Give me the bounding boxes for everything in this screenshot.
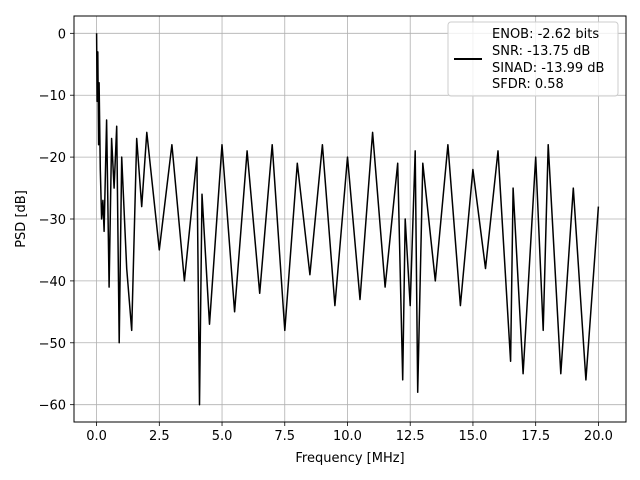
psd-series-line: [95, 33, 600, 406]
y-tick-label: −20: [39, 151, 66, 166]
y-tick-label: −60: [39, 399, 66, 414]
x-tick-label: 7.5: [274, 429, 295, 444]
legend: ENOB: -2.62 bits SNR: -13.75 dB SINAD: -…: [447, 21, 619, 97]
legend-enob: ENOB: -2.62 bits: [492, 27, 599, 42]
y-tick-label: −10: [39, 89, 66, 104]
x-ticks: 0.0 2.5 5.0 7.5 10.0 12.5 15.0 17.5 20.0: [86, 422, 613, 444]
y-tick-label: −50: [39, 337, 66, 352]
legend-sinad: SINAD: -13.99 dB: [492, 61, 604, 76]
y-tick-label: −40: [39, 275, 66, 290]
y-tick-label: −30: [39, 213, 66, 228]
y-tick-label: 0: [58, 27, 66, 42]
legend-box: [447, 21, 619, 97]
x-axis-label: Frequency [MHz]: [295, 451, 404, 466]
x-tick-label: 12.5: [396, 429, 425, 444]
x-tick-label: 20.0: [584, 429, 613, 444]
legend-snr: SNR: -13.75 dB: [492, 44, 590, 59]
x-tick-label: 0.0: [86, 429, 107, 444]
series-group: [95, 33, 600, 406]
x-tick-label: 15.0: [458, 429, 487, 444]
x-tick-label: 2.5: [149, 429, 170, 444]
x-tick-label: 17.5: [521, 429, 550, 444]
y-axis-label: PSD [dB]: [14, 190, 29, 248]
x-tick-label: 10.0: [333, 429, 362, 444]
legend-sfdr: SFDR: 0.58: [492, 77, 564, 92]
x-tick-label: 5.0: [212, 429, 233, 444]
y-ticks: 0 −10 −20 −30 −40 −50 −60: [39, 27, 74, 414]
